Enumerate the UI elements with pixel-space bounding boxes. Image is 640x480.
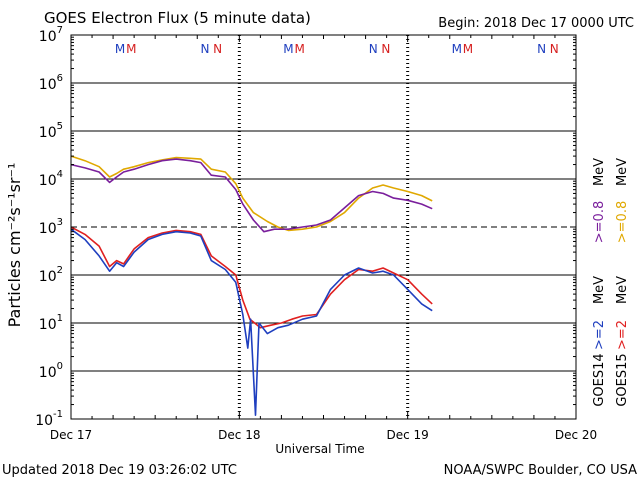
legend-satellite: GOES15 — [615, 353, 630, 406]
series-1 — [70, 158, 433, 233]
day-marker: N — [537, 42, 546, 56]
y-tick-label: 105 — [39, 121, 63, 141]
series-0 — [70, 155, 433, 232]
day-marker: N — [200, 42, 209, 56]
day-marker: M — [283, 42, 293, 56]
chart-title: GOES Electron Flux (5 minute data) — [44, 9, 311, 27]
day-marker: N — [381, 42, 390, 56]
begin-label: Begin: 2018 Dec 17 0000 UTC — [438, 16, 634, 31]
y-tick-label: 107 — [39, 25, 63, 45]
day-marker: M — [115, 42, 125, 56]
day-marker: N — [213, 42, 222, 56]
x-axis-label: Universal Time — [275, 442, 364, 456]
legend-unit: MeV — [592, 276, 607, 304]
day-marker: M — [126, 42, 136, 56]
legend-entry: >=2 — [592, 320, 607, 350]
day-dividers — [237, 35, 410, 419]
x-tick-label: Dec 17 — [50, 428, 92, 442]
series-2 — [70, 226, 433, 329]
y-tick-label: 106 — [39, 73, 63, 93]
x-tick-label: Dec 20 — [555, 428, 597, 442]
legend-unit: MeV — [615, 276, 630, 304]
y-tick-label: 103 — [39, 217, 63, 237]
credit-label: NOAA/SWPC Boulder, CO USA — [444, 463, 637, 478]
y-tick-label: 101 — [39, 313, 63, 333]
legend-entry: >=0.8 — [592, 201, 607, 243]
y-tick-label: 10-1 — [35, 409, 63, 429]
x-axis-ticks: Dec 17 Dec 18 Dec 19 Dec 20 — [50, 35, 597, 442]
x-tick-label: Dec 18 — [218, 428, 260, 442]
legend-unit: MeV — [592, 158, 607, 186]
x-tick-label: Dec 19 — [387, 428, 429, 442]
day-marker: M — [452, 42, 462, 56]
grid-lines — [71, 82, 576, 372]
legend-entry: >=0.8 — [615, 201, 630, 243]
y-tick-label: 104 — [39, 169, 63, 189]
series-lines — [70, 155, 433, 416]
legend-satellite: GOES14 — [592, 353, 607, 406]
day-marker: M — [294, 42, 304, 56]
legend-entry: >=2 — [615, 320, 630, 350]
series-3 — [70, 228, 433, 416]
day-marker: M — [463, 42, 473, 56]
y-tick-label: 102 — [39, 265, 63, 285]
y-tick-label: 100 — [39, 361, 63, 381]
y-axis-label: Particles cm⁻²s⁻¹sr⁻¹ — [5, 163, 24, 328]
legend-unit: MeV — [615, 158, 630, 186]
day-marker: N — [369, 42, 378, 56]
legend: >=2 >=0.8 >=2 >=0.8 GOES14 GOES15 MeV MeV MeV MeV — [592, 158, 630, 407]
day-marker: N — [550, 42, 559, 56]
updated-timestamp: Updated 2018 Dec 19 03:26:02 UTC — [2, 463, 237, 478]
